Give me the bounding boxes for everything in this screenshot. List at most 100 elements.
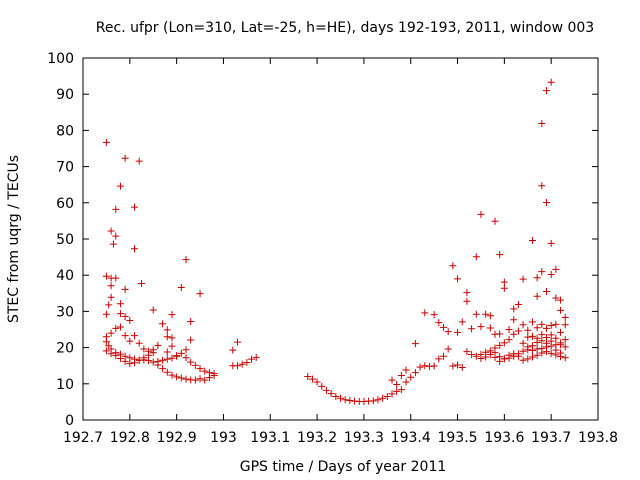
- data-point: [510, 330, 518, 338]
- data-point: [140, 345, 148, 353]
- data-point: [528, 236, 536, 244]
- data-point: [561, 321, 569, 329]
- data-point: [411, 340, 419, 348]
- data-point: [557, 341, 565, 349]
- data-point: [468, 325, 476, 333]
- data-point: [552, 265, 560, 273]
- data-point: [491, 217, 499, 225]
- data-point: [159, 320, 167, 328]
- data-point: [547, 270, 555, 278]
- data-point: [533, 274, 541, 282]
- data-point: [500, 339, 508, 347]
- data-point: [416, 363, 424, 371]
- x-tick-label: 193.5: [437, 430, 477, 446]
- data-point: [383, 392, 391, 400]
- data-point: [107, 350, 115, 358]
- data-point: [561, 343, 569, 351]
- data-point: [107, 329, 115, 337]
- data-point: [444, 328, 452, 336]
- data-point: [163, 368, 171, 376]
- data-points: [102, 78, 569, 406]
- data-point: [496, 251, 504, 259]
- data-point: [491, 353, 499, 361]
- data-point: [421, 362, 429, 370]
- data-point: [121, 154, 129, 162]
- data-point: [538, 349, 546, 357]
- x-tick-label: 193.4: [391, 430, 431, 446]
- data-point: [524, 333, 532, 341]
- y-tick-label: 10: [56, 377, 74, 393]
- data-point: [538, 337, 546, 345]
- chart-title: Rec. ufpr (Lon=310, Lat=-25, h=HE), days…: [96, 20, 594, 36]
- data-point: [234, 338, 241, 346]
- data-point: [561, 354, 569, 362]
- data-point: [552, 334, 560, 342]
- data-point: [519, 356, 527, 364]
- data-point: [187, 358, 195, 366]
- data-point: [102, 338, 110, 346]
- data-point: [528, 318, 536, 326]
- data-point: [547, 337, 555, 345]
- data-point: [163, 326, 171, 334]
- data-point: [102, 310, 110, 318]
- data-point: [557, 328, 565, 336]
- data-point: [116, 182, 124, 190]
- data-point: [159, 356, 167, 364]
- x-tick-label: 193.8: [578, 430, 618, 446]
- data-point: [131, 332, 138, 340]
- data-point: [547, 322, 555, 330]
- data-point: [112, 352, 120, 360]
- data-point: [557, 349, 565, 357]
- data-point: [561, 336, 569, 344]
- data-point: [187, 318, 195, 326]
- y-tick-label: 90: [56, 87, 74, 103]
- y-tick-label: 80: [56, 123, 74, 139]
- data-point: [547, 349, 555, 357]
- data-point: [388, 390, 396, 398]
- data-point: [458, 318, 466, 326]
- data-point: [149, 306, 157, 314]
- data-point: [201, 376, 209, 384]
- data-point: [131, 359, 138, 367]
- data-point: [308, 375, 316, 383]
- data-point: [435, 355, 443, 363]
- data-point: [196, 365, 204, 373]
- data-point: [505, 351, 513, 359]
- x-axis-label: GPS time / Days of year 2011: [240, 459, 447, 475]
- data-point: [135, 339, 143, 347]
- data-point: [112, 274, 120, 282]
- data-point: [337, 394, 344, 402]
- data-point: [519, 275, 527, 283]
- data-point: [538, 320, 546, 328]
- data-point: [538, 182, 546, 190]
- data-point: [402, 366, 410, 374]
- data-point: [477, 354, 485, 362]
- data-point: [397, 386, 405, 394]
- x-tick-label: 193: [210, 430, 237, 446]
- data-point: [196, 375, 204, 383]
- data-point: [552, 346, 560, 354]
- data-point: [205, 374, 213, 382]
- data-point: [449, 262, 457, 270]
- data-point: [468, 350, 476, 358]
- data-point: [243, 358, 251, 366]
- data-point: [168, 342, 176, 350]
- y-tick-label: 50: [56, 232, 74, 248]
- data-point: [149, 349, 157, 357]
- data-point: [112, 205, 120, 213]
- data-point: [510, 316, 518, 324]
- data-point: [154, 341, 162, 349]
- data-point: [126, 316, 134, 324]
- data-point: [121, 332, 129, 340]
- data-point: [201, 367, 209, 375]
- data-point: [187, 336, 195, 344]
- data-point: [477, 323, 485, 331]
- data-point: [168, 311, 176, 319]
- data-point: [229, 346, 237, 354]
- data-point: [463, 348, 471, 356]
- data-point: [322, 386, 330, 394]
- data-point: [454, 328, 462, 336]
- data-point: [196, 290, 204, 298]
- data-point: [477, 210, 485, 218]
